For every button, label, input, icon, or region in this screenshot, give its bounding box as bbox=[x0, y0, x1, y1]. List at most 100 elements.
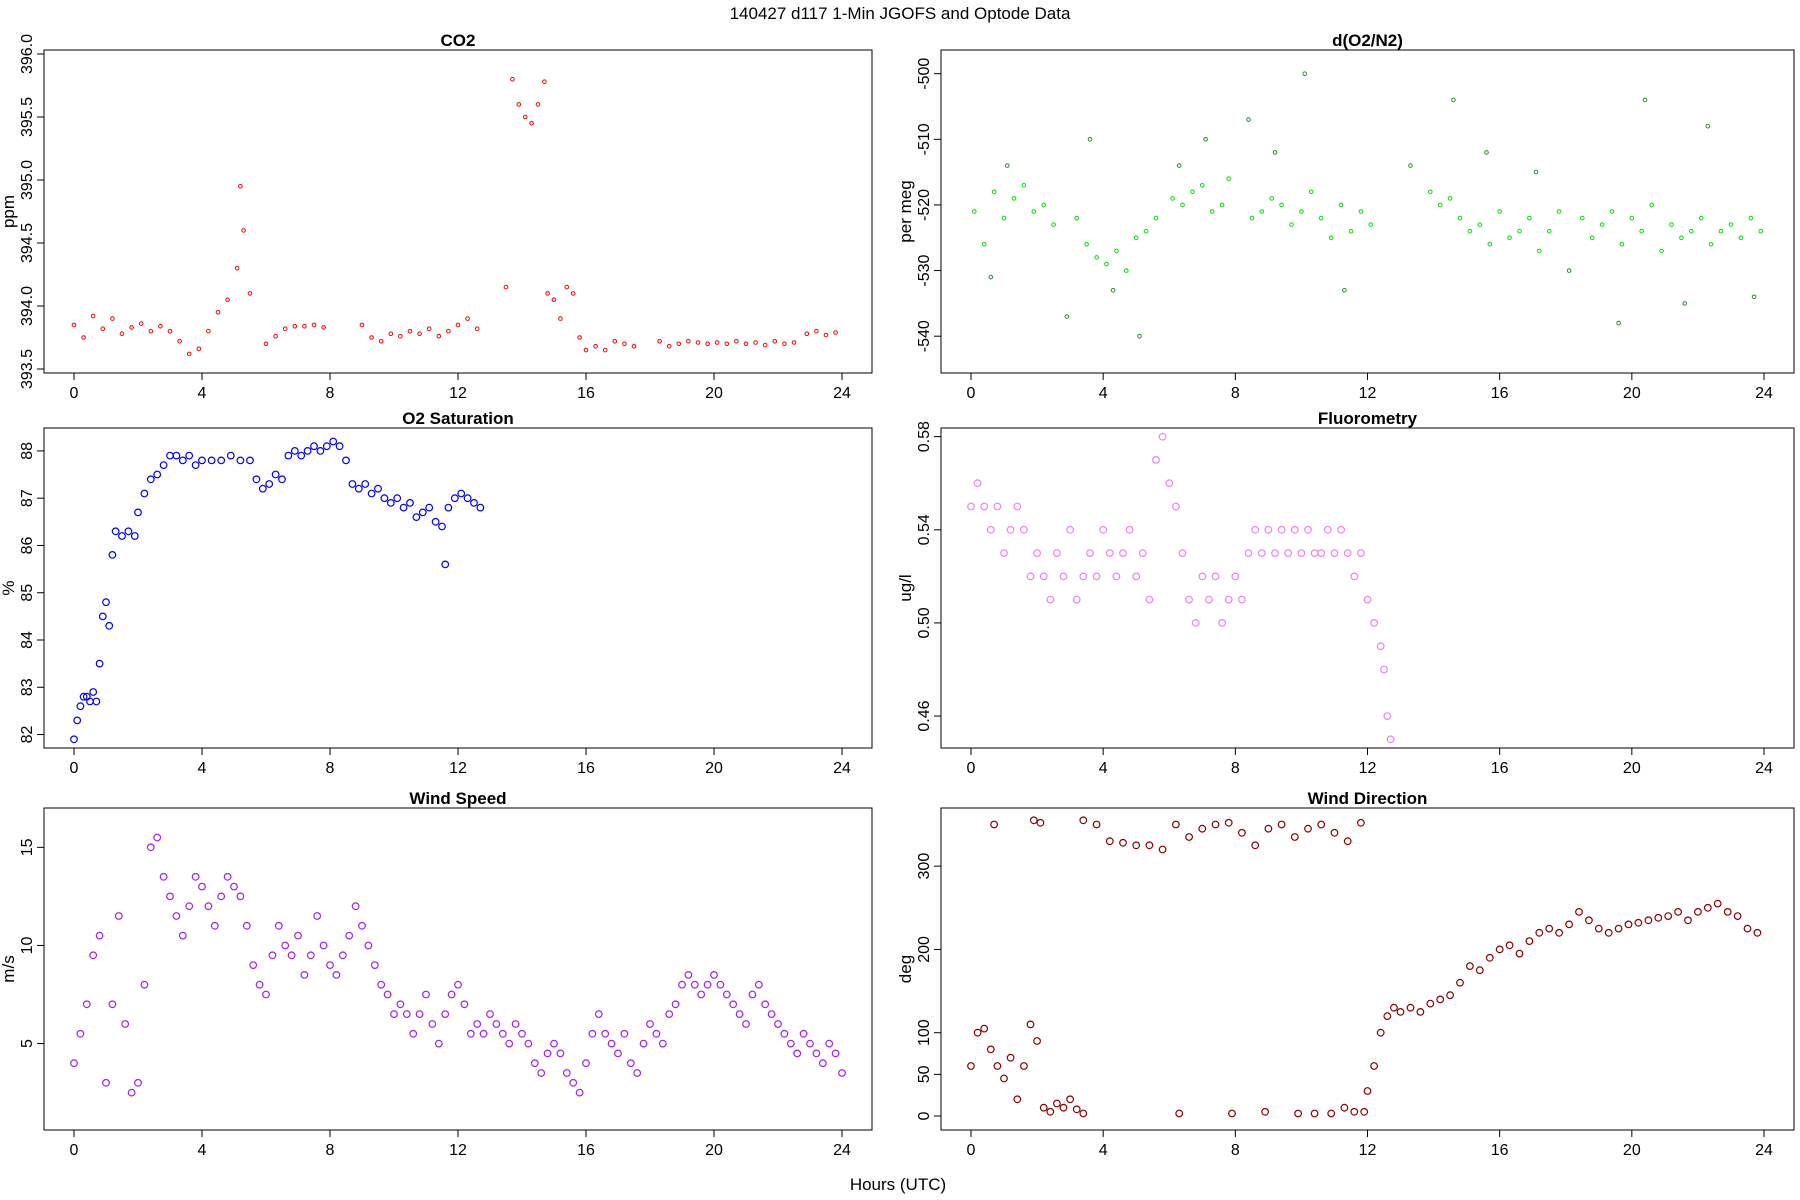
fluorometry-data-point bbox=[1000, 549, 1008, 557]
wind-direction-data-point bbox=[1575, 908, 1583, 916]
co2-y-tick-label: 394.5 bbox=[19, 223, 36, 263]
do2n2-data-point bbox=[1084, 242, 1089, 247]
wind-direction-data-point bbox=[1703, 903, 1712, 912]
co2-data-point bbox=[311, 322, 317, 328]
co2-data-point bbox=[398, 333, 403, 339]
o2-saturation-plot-frame bbox=[43, 427, 873, 749]
o2-saturation-x-tick-label: 24 bbox=[833, 760, 851, 777]
o2-saturation-x-tick-label: 4 bbox=[198, 760, 207, 777]
o2-saturation-data-point bbox=[386, 499, 395, 507]
fluorometry-x-tick-label: 12 bbox=[1359, 760, 1377, 777]
wind-speed-data-point bbox=[159, 872, 168, 881]
fluorometry-data-point bbox=[1284, 549, 1293, 557]
do2n2-x-tick-label: 0 bbox=[967, 385, 976, 402]
do2n2-y-tick-label: -510 bbox=[916, 123, 933, 155]
o2-saturation-data-point bbox=[271, 470, 280, 479]
wind-speed-data-point bbox=[441, 1010, 450, 1018]
do2n2-data-point bbox=[1517, 228, 1522, 234]
do2n2-data-point bbox=[1728, 222, 1734, 227]
wind-direction-data-point bbox=[1119, 838, 1127, 847]
wind-speed-data-point bbox=[102, 1078, 110, 1087]
wind-direction-plot-frame bbox=[940, 807, 1795, 1131]
o2-saturation-data-point bbox=[476, 503, 485, 512]
wind-speed-data-point bbox=[140, 980, 149, 989]
wind-direction-data-point bbox=[1020, 1062, 1028, 1070]
wind-direction-data-point bbox=[1327, 1109, 1336, 1118]
wind-direction-data-point bbox=[1594, 924, 1603, 933]
fluorometry-data-point bbox=[1033, 549, 1041, 557]
wind-speed-data-point bbox=[639, 1039, 648, 1048]
do2n2-y-tick-label: -540 bbox=[916, 320, 933, 352]
do2n2-data-point bbox=[1299, 209, 1304, 214]
wind-direction-data-point bbox=[1079, 1109, 1088, 1118]
fluorometry-data-point bbox=[1052, 549, 1061, 557]
co2-data-point bbox=[814, 328, 819, 334]
do2n2-data-point bbox=[1748, 215, 1754, 221]
fluorometry-data-point bbox=[1343, 549, 1352, 557]
o2-saturation-y-tick-label: 86 bbox=[19, 536, 36, 554]
fluorometry-data-point bbox=[1370, 619, 1378, 627]
wind-speed-data-point bbox=[518, 1029, 526, 1038]
wind-direction-data-point bbox=[1614, 924, 1623, 933]
fluorometry-data-point bbox=[1264, 525, 1273, 534]
do2n2-data-point bbox=[1368, 222, 1374, 227]
o2-saturation-data-point bbox=[463, 494, 472, 503]
do2n2-data-point bbox=[1200, 183, 1205, 188]
do2n2-data-point bbox=[1689, 228, 1694, 234]
wind-direction-data-point bbox=[1294, 1109, 1302, 1118]
wind-speed-data-point bbox=[498, 1029, 507, 1038]
wind-speed-data-point bbox=[818, 1059, 827, 1068]
wind-speed-data-point bbox=[690, 980, 699, 989]
fluorometry-data-point bbox=[1356, 549, 1365, 557]
fluorometry-data-point bbox=[1145, 595, 1154, 604]
co2-data-point bbox=[695, 340, 701, 345]
do2n2-x-tick-label: 8 bbox=[1231, 385, 1240, 402]
do2n2-data-point bbox=[1682, 301, 1687, 306]
wind-direction-data-point bbox=[1029, 816, 1038, 825]
fluorometry-data-point bbox=[1310, 549, 1319, 557]
wind-speed-data-point bbox=[287, 951, 296, 960]
wind-direction-data-point bbox=[1389, 1003, 1398, 1012]
do2n2-data-point bbox=[1011, 196, 1017, 201]
o2-saturation-data-point bbox=[316, 447, 325, 455]
co2-x-tick-label: 16 bbox=[577, 385, 595, 402]
wind-direction-data-point bbox=[1158, 845, 1167, 854]
wind-speed-data-point bbox=[588, 1029, 597, 1038]
o2-saturation-data-point bbox=[310, 442, 318, 451]
co2-data-point bbox=[510, 76, 515, 82]
co2-data-point bbox=[522, 114, 528, 120]
wind-direction-data-point bbox=[1033, 1037, 1041, 1045]
do2n2-data-point bbox=[1487, 242, 1493, 247]
wind-speed-x-tick-label: 4 bbox=[198, 1142, 207, 1159]
o2-saturation-data-point bbox=[105, 621, 114, 630]
wind-speed-data-point bbox=[370, 961, 379, 969]
o2-saturation-data-point bbox=[406, 499, 414, 507]
fluorometry-data-point bbox=[993, 502, 1002, 511]
fluorometry-data-point bbox=[980, 502, 989, 511]
do2n2-data-point bbox=[1021, 183, 1027, 188]
co2-data-point bbox=[138, 321, 144, 326]
wind-direction-data-point bbox=[1079, 816, 1088, 825]
do2n2-data-point bbox=[1209, 209, 1215, 214]
wind-speed-data-point bbox=[300, 971, 309, 979]
o2-saturation-data-point bbox=[236, 456, 245, 465]
panel-wind-speed: Wind Speed m/s 0 4 8 12 16 20 24 5 10 15 bbox=[0, 789, 873, 1159]
do2n2-data-point bbox=[1751, 294, 1757, 300]
o2-saturation-title: O2 Saturation bbox=[402, 409, 513, 428]
o2-saturation-data-point bbox=[457, 489, 466, 498]
wind-speed-data-point bbox=[607, 1039, 616, 1048]
fluorometry-data-point bbox=[1376, 642, 1385, 651]
co2-data-point bbox=[234, 265, 240, 271]
wind-speed-data-point bbox=[191, 872, 200, 881]
fluorometry-data-point bbox=[1059, 572, 1068, 581]
do2n2-data-point bbox=[1629, 215, 1635, 221]
wind-speed-data-point bbox=[665, 1010, 674, 1018]
wind-direction-x-tick-label: 24 bbox=[1755, 1142, 1773, 1159]
fluorometry-data-point bbox=[1383, 712, 1392, 720]
wind-speed-data-point bbox=[114, 912, 123, 920]
wind-speed-data-point bbox=[569, 1078, 578, 1087]
wind-speed-data-point bbox=[697, 990, 706, 999]
wind-direction-data-point bbox=[1340, 1103, 1349, 1112]
o2-saturation-y-tick-label: 82 bbox=[19, 726, 36, 744]
